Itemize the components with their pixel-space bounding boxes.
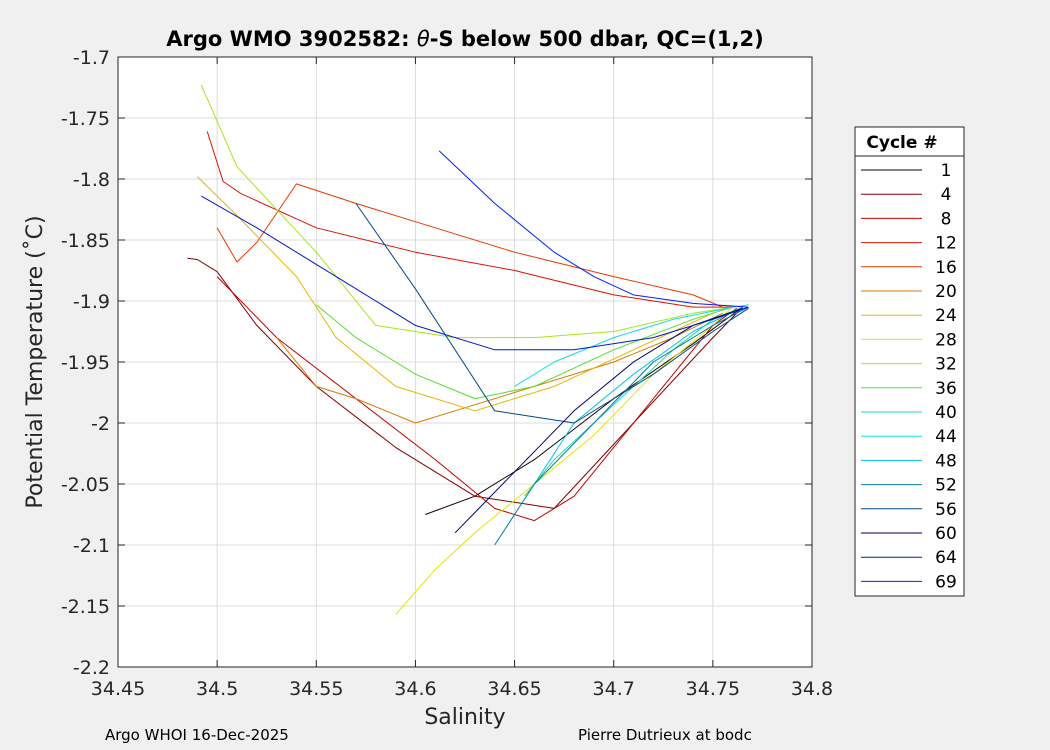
y-tick-label: -2 bbox=[91, 413, 110, 435]
x-tick-label: 34.65 bbox=[487, 678, 541, 700]
axis-ticks: 34.45 34.5 34.55 34.6 34.65 34.7 34.75 34.8 -1.7… bbox=[61, 47, 833, 700]
legend-label: 1 bbox=[941, 161, 952, 181]
footer-left: Argo WHOI 16-Dec-2025 bbox=[105, 726, 289, 744]
series-line-cycle-20 bbox=[276, 312, 724, 424]
legend-label: 40 bbox=[935, 403, 957, 423]
x-tick-label: 34.55 bbox=[289, 678, 343, 700]
y-tick-label: -2.15 bbox=[61, 596, 110, 618]
series-lines bbox=[187, 84, 749, 615]
x-tick-label: 34.45 bbox=[91, 678, 145, 700]
legend-label: 8 bbox=[941, 209, 952, 229]
y-tick-label: -1.95 bbox=[61, 352, 110, 374]
y-tick-label: -1.75 bbox=[61, 108, 110, 130]
legend: Cycle # 14812162024283236404448525660646… bbox=[854, 126, 965, 597]
legend-label: 16 bbox=[935, 258, 957, 278]
series-line-cycle-69 bbox=[438, 150, 749, 308]
series-line-cycle-56 bbox=[355, 203, 749, 424]
series-line-cycle-36 bbox=[315, 304, 733, 400]
x-tick-label: 34.75 bbox=[686, 678, 740, 700]
x-tick-label: 34.7 bbox=[593, 678, 635, 700]
legend-label: 64 bbox=[935, 548, 957, 568]
y-axis-label: Potential Temperature (˚C) bbox=[23, 215, 48, 508]
legend-label: 52 bbox=[935, 476, 957, 496]
series-line-cycle-1 bbox=[425, 306, 743, 515]
y-tick-label: -1.8 bbox=[73, 169, 110, 191]
legend-label: 56 bbox=[935, 500, 957, 520]
legend-label: 36 bbox=[935, 379, 957, 399]
legend-label: 20 bbox=[935, 282, 957, 302]
legend-label: 28 bbox=[935, 330, 957, 350]
y-tick-label: -1.85 bbox=[61, 230, 110, 252]
legend-title: Cycle # bbox=[866, 133, 937, 153]
series-line-cycle-48 bbox=[533, 306, 743, 485]
series-line-cycle-64 bbox=[201, 195, 749, 351]
y-tick-label: -2.2 bbox=[73, 657, 110, 679]
legend-box bbox=[854, 126, 965, 597]
x-tick-label: 34.8 bbox=[791, 678, 833, 700]
legend-label: 32 bbox=[935, 355, 957, 375]
chart-title: Argo WMO 3902582: θ-S below 500 dbar, QC… bbox=[166, 27, 763, 51]
y-tick-label: -1.9 bbox=[73, 291, 110, 313]
legend-label: 12 bbox=[935, 234, 957, 254]
x-tick-label: 34.5 bbox=[196, 678, 238, 700]
series-line-cycle-12 bbox=[206, 131, 733, 308]
series-line-cycle-28 bbox=[395, 306, 734, 615]
legend-label: 69 bbox=[935, 572, 957, 592]
legend-label: 24 bbox=[935, 306, 957, 326]
footer-right: Pierre Dutrieux at bodc bbox=[578, 726, 752, 744]
legend-label: 60 bbox=[935, 524, 957, 544]
y-tick-label: -2.1 bbox=[73, 535, 110, 557]
legend-label: 4 bbox=[941, 185, 952, 205]
x-tick-label: 34.6 bbox=[394, 678, 436, 700]
y-tick-label: -2.05 bbox=[61, 474, 110, 496]
series-line-cycle-24 bbox=[196, 176, 714, 412]
y-tick-label: -1.7 bbox=[73, 47, 110, 69]
series-line-cycle-16 bbox=[216, 183, 723, 308]
series-line-cycle-4 bbox=[187, 257, 743, 509]
legend-label: 44 bbox=[935, 427, 957, 447]
legend-label: 48 bbox=[935, 451, 957, 471]
x-axis-label: Salinity bbox=[424, 705, 505, 730]
